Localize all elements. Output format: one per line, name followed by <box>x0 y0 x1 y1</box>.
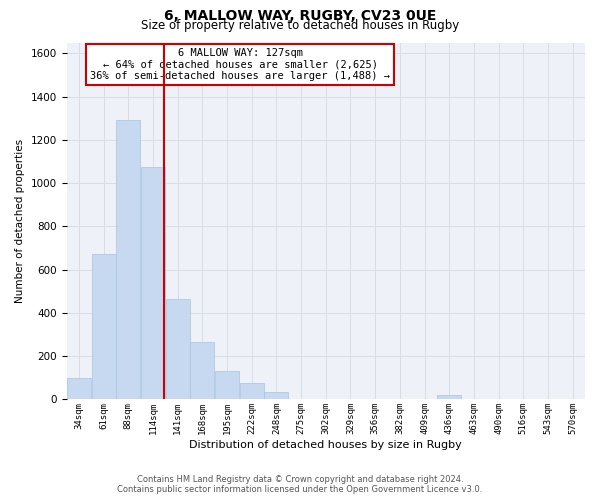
X-axis label: Distribution of detached houses by size in Rugby: Distribution of detached houses by size … <box>190 440 462 450</box>
Bar <box>141 167 165 400</box>
Bar <box>92 254 116 400</box>
Text: 6, MALLOW WAY, RUGBY, CV23 0UE: 6, MALLOW WAY, RUGBY, CV23 0UE <box>164 9 436 23</box>
Bar <box>166 299 190 400</box>
Text: 6 MALLOW WAY: 127sqm
← 64% of detached houses are smaller (2,625)
36% of semi-de: 6 MALLOW WAY: 127sqm ← 64% of detached h… <box>90 48 390 81</box>
Bar <box>240 383 263 400</box>
Text: Contains HM Land Registry data © Crown copyright and database right 2024.
Contai: Contains HM Land Registry data © Crown c… <box>118 474 482 494</box>
Bar <box>116 120 140 400</box>
Bar <box>67 378 91 400</box>
Bar <box>190 342 214 400</box>
Bar <box>215 372 239 400</box>
Y-axis label: Number of detached properties: Number of detached properties <box>15 139 25 303</box>
Text: Size of property relative to detached houses in Rugby: Size of property relative to detached ho… <box>141 18 459 32</box>
Bar <box>437 395 461 400</box>
Bar <box>265 392 289 400</box>
